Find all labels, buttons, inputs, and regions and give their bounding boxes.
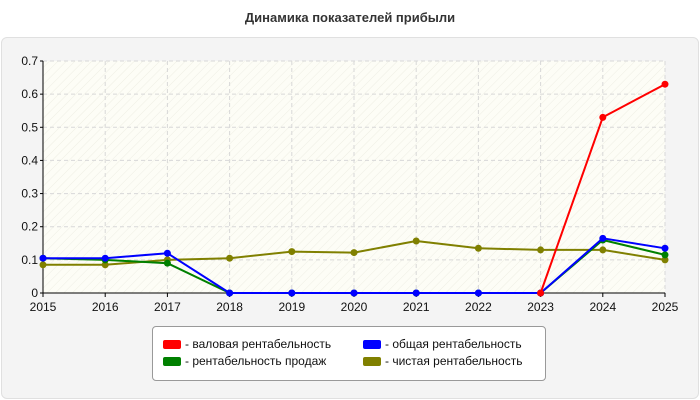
legend-item-overall: - общая рентабельность <box>363 337 522 351</box>
legend-swatch <box>363 356 381 366</box>
data-point-2 <box>163 259 171 267</box>
data-point-1 <box>226 289 234 297</box>
data-point-0 <box>537 289 545 297</box>
data-point-1 <box>599 234 607 242</box>
legend-label: - валовая рентабельность <box>185 337 332 351</box>
data-point-1 <box>474 289 482 297</box>
data-point-3 <box>661 256 669 264</box>
y-tick-label: 0.2 <box>21 220 38 234</box>
x-tick-label: 2021 <box>403 300 430 314</box>
y-tick-label: 0.5 <box>21 120 38 134</box>
y-tick-label: 0.1 <box>21 253 38 267</box>
y-tick-label: 0.6 <box>21 87 38 101</box>
data-point-1 <box>163 249 171 257</box>
data-point-3 <box>474 244 482 252</box>
data-point-1 <box>350 289 358 297</box>
legend-swatch <box>163 339 181 349</box>
y-tick-label: 0.4 <box>21 153 38 167</box>
data-point-3 <box>288 248 296 256</box>
y-tick-label: 0.3 <box>21 187 38 201</box>
data-point-3 <box>101 261 109 269</box>
grid-lines <box>43 60 666 293</box>
data-point-2 <box>661 251 669 259</box>
data-point-3 <box>537 246 545 254</box>
data-point-3 <box>599 246 607 254</box>
legend-swatch <box>163 356 181 366</box>
data-point-0 <box>661 80 669 88</box>
x-tick-label: 2018 <box>216 300 243 314</box>
tick-labels: 0 0.1 0.2 0.3 0.4 0.5 0.6 0.7 2015 2016 2017 2018 20… <box>21 54 678 314</box>
series-group <box>39 80 669 297</box>
x-tick-label: 2025 <box>652 300 679 314</box>
legend-item-net: - чистая рентабельность <box>363 354 522 368</box>
legend-swatch <box>363 339 381 349</box>
data-point-1 <box>288 289 296 297</box>
legend-label: - рентабельность продаж <box>185 354 327 368</box>
data-point-1 <box>101 254 109 262</box>
data-point-3 <box>226 254 234 262</box>
data-point-0 <box>599 113 607 121</box>
x-tick-label: 2019 <box>278 300 305 314</box>
data-point-1 <box>661 244 669 252</box>
x-tick-label: 2016 <box>92 300 119 314</box>
legend-item-sales: - рентабельность продаж <box>163 354 326 368</box>
x-tick-label: 2020 <box>341 300 368 314</box>
legend: - валовая рентабельность - общая рентабе… <box>152 326 546 381</box>
x-tick-label: 2017 <box>154 300 181 314</box>
y-tick-label: 0 <box>31 286 38 300</box>
x-tick-label: 2024 <box>589 300 616 314</box>
chart-title: Динамика показателей прибыли <box>244 10 456 25</box>
data-point-1 <box>39 254 47 262</box>
legend-label: - чистая рентабельность <box>385 354 523 368</box>
data-point-3 <box>412 237 420 245</box>
x-tick-label: 2023 <box>527 300 554 314</box>
data-point-3 <box>39 261 47 269</box>
x-tick-label: 2015 <box>30 300 57 314</box>
legend-item-gross: - валовая рентабельность <box>163 337 331 351</box>
x-tick-label: 2022 <box>465 300 492 314</box>
data-point-1 <box>412 289 420 297</box>
y-tick-label: 0.7 <box>21 54 38 68</box>
data-point-3 <box>350 249 358 257</box>
legend-label: - общая рентабельность <box>385 337 522 351</box>
